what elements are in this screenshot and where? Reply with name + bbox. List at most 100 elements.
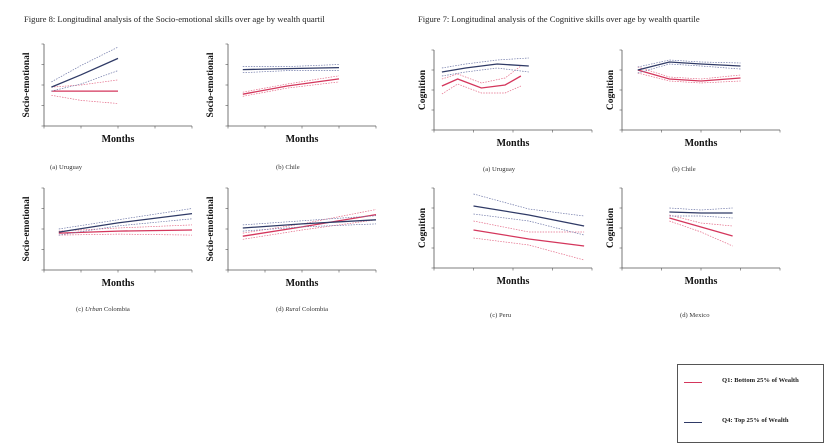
x-axis-label: Months bbox=[102, 278, 135, 289]
chart-se-chile: Months Socio-emotional bbox=[206, 42, 384, 152]
series-line-q1 bbox=[473, 229, 585, 247]
ci-upper-q4 bbox=[637, 59, 741, 68]
x-axis-label: Months bbox=[102, 134, 135, 145]
chart-svg-se-rural-colombia: Months Socio-emotional bbox=[206, 187, 377, 289]
series-line-q4 bbox=[669, 211, 733, 214]
ci-upper-q1 bbox=[637, 66, 741, 80]
ci-upper-q4 bbox=[441, 57, 529, 69]
caption-italic: Rural bbox=[285, 306, 301, 313]
ci-lower-q4 bbox=[242, 223, 377, 232]
ci-upper-q4 bbox=[58, 208, 193, 230]
caption-prefix: (a) bbox=[483, 166, 492, 173]
chart-se-urban-colombia: Months Socio-emotional bbox=[22, 186, 200, 296]
chart-cog-peru: Months Cognition bbox=[418, 186, 602, 294]
x-axis-label: Months bbox=[497, 138, 530, 149]
ci-upper-q4 bbox=[242, 64, 340, 67]
y-axis-label: Cognition bbox=[606, 207, 616, 248]
figure8-title: Figure 8: Longitudinal analysis of the S… bbox=[24, 14, 325, 24]
ci-lower-q4 bbox=[58, 218, 193, 236]
series-line-q4 bbox=[473, 205, 585, 227]
caption-se-urban-colombia: (c) Urban Colombia bbox=[76, 306, 130, 313]
y-axis-label: Socio-emotional bbox=[22, 196, 32, 261]
series-line-q4 bbox=[51, 57, 119, 88]
chart-svg-se-uruguay: Months Socio-emotional bbox=[22, 43, 193, 145]
ci-upper-q4 bbox=[51, 46, 119, 83]
ci-upper-q1 bbox=[58, 224, 193, 232]
ci-lower-q1 bbox=[51, 94, 119, 104]
chart-svg-cog-mexico: Months Cognition bbox=[606, 187, 781, 287]
legend-item-q1: Q1: Bottom 25% of Wealth bbox=[678, 375, 823, 391]
caption-text: Colombia bbox=[300, 306, 329, 313]
chart-se-rural-colombia: Months Socio-emotional bbox=[206, 186, 384, 296]
ci-upper-q1 bbox=[242, 75, 340, 93]
caption-se-rural-colombia: (d) Rural Colombia bbox=[276, 306, 328, 313]
caption-prefix: (a) bbox=[50, 164, 59, 171]
series-line-q1 bbox=[441, 75, 522, 89]
legend-label-q1: Q1: Bottom 25% of Wealth bbox=[722, 377, 799, 384]
series-line-q1 bbox=[242, 78, 340, 95]
series-line-q1 bbox=[637, 69, 741, 82]
x-axis-label: Months bbox=[497, 276, 530, 287]
caption-prefix: (b) bbox=[276, 164, 286, 171]
caption-prefix: (b) bbox=[672, 166, 682, 173]
ci-lower-q1 bbox=[242, 219, 377, 240]
legend-swatch-q4 bbox=[684, 422, 702, 423]
ci-lower-q4 bbox=[441, 67, 529, 77]
ci-lower-q1 bbox=[441, 83, 522, 95]
caption-prefix: (c) bbox=[490, 312, 499, 319]
series-line-q1 bbox=[669, 217, 733, 237]
legend-label-q4: Q4: Top 25% of Wealth bbox=[722, 417, 789, 424]
caption-text: Mexico bbox=[689, 312, 710, 319]
ci-lower-q4 bbox=[669, 215, 733, 219]
x-axis-label: Months bbox=[685, 276, 718, 287]
x-axis-label: Months bbox=[286, 278, 319, 289]
caption-prefix: (d) bbox=[680, 312, 690, 319]
caption-cog-peru: (c) Peru bbox=[490, 312, 511, 319]
series-line-q4 bbox=[242, 219, 377, 229]
series-line-q1 bbox=[58, 229, 193, 234]
ci-upper-q1 bbox=[51, 79, 119, 88]
chart-svg-cog-peru: Months Cognition bbox=[418, 187, 593, 287]
ci-upper-q1 bbox=[473, 220, 585, 233]
series-line-q4 bbox=[242, 66, 340, 71]
y-axis-label: Cognition bbox=[606, 69, 616, 110]
ci-lower-q4 bbox=[637, 63, 741, 74]
caption-text: Chile bbox=[285, 164, 300, 171]
ci-lower-q4 bbox=[51, 70, 119, 92]
legend-swatch-q1 bbox=[684, 382, 702, 383]
chart-cog-mexico: Months Cognition bbox=[606, 186, 790, 294]
ci-lower-q1 bbox=[58, 233, 193, 236]
chart-cog-uruguay: Months Cognition bbox=[418, 48, 602, 156]
series-line-q4 bbox=[58, 212, 193, 233]
ci-lower-q1 bbox=[242, 81, 340, 97]
y-axis-label: Socio-emotional bbox=[22, 52, 32, 117]
caption-italic: Urban bbox=[84, 306, 103, 313]
x-axis-label: Months bbox=[685, 138, 718, 149]
ci-upper-q1 bbox=[669, 214, 733, 227]
ci-lower-q1 bbox=[637, 72, 741, 84]
caption-cog-mexico: (d) Mexico bbox=[680, 312, 710, 319]
caption-text: Uruguay bbox=[491, 166, 516, 173]
caption-se-uruguay: (a) Uruguay bbox=[50, 164, 82, 171]
ci-upper-q4 bbox=[473, 193, 585, 217]
caption-text: Chile bbox=[681, 166, 696, 173]
chart-cog-chile: Months Cognition bbox=[606, 48, 790, 156]
y-axis-label: Socio-emotional bbox=[206, 52, 216, 117]
chart-svg-se-urban-colombia: Months Socio-emotional bbox=[22, 187, 193, 289]
ci-upper-q1 bbox=[441, 65, 522, 84]
legend-item-q4: Q4: Top 25% of Wealth bbox=[678, 415, 823, 431]
caption-prefix: (c) bbox=[76, 306, 85, 313]
ci-upper-q4 bbox=[669, 207, 733, 211]
y-axis-label: Socio-emotional bbox=[206, 196, 216, 261]
caption-text: Peru bbox=[498, 312, 512, 319]
chart-svg-se-chile: Months Socio-emotional bbox=[206, 43, 377, 145]
chart-se-uruguay: Months Socio-emotional bbox=[22, 42, 200, 152]
x-axis-label: Months bbox=[286, 134, 319, 145]
ci-lower-q1 bbox=[473, 237, 585, 261]
series-line-q4 bbox=[441, 63, 529, 73]
caption-text: Colombia bbox=[102, 306, 130, 313]
caption-cog-uruguay: (a) Uruguay bbox=[483, 166, 515, 173]
series-line-q4 bbox=[637, 61, 741, 71]
caption-se-chile: (b) Chile bbox=[276, 164, 300, 171]
y-axis-label: Cognition bbox=[418, 69, 428, 110]
